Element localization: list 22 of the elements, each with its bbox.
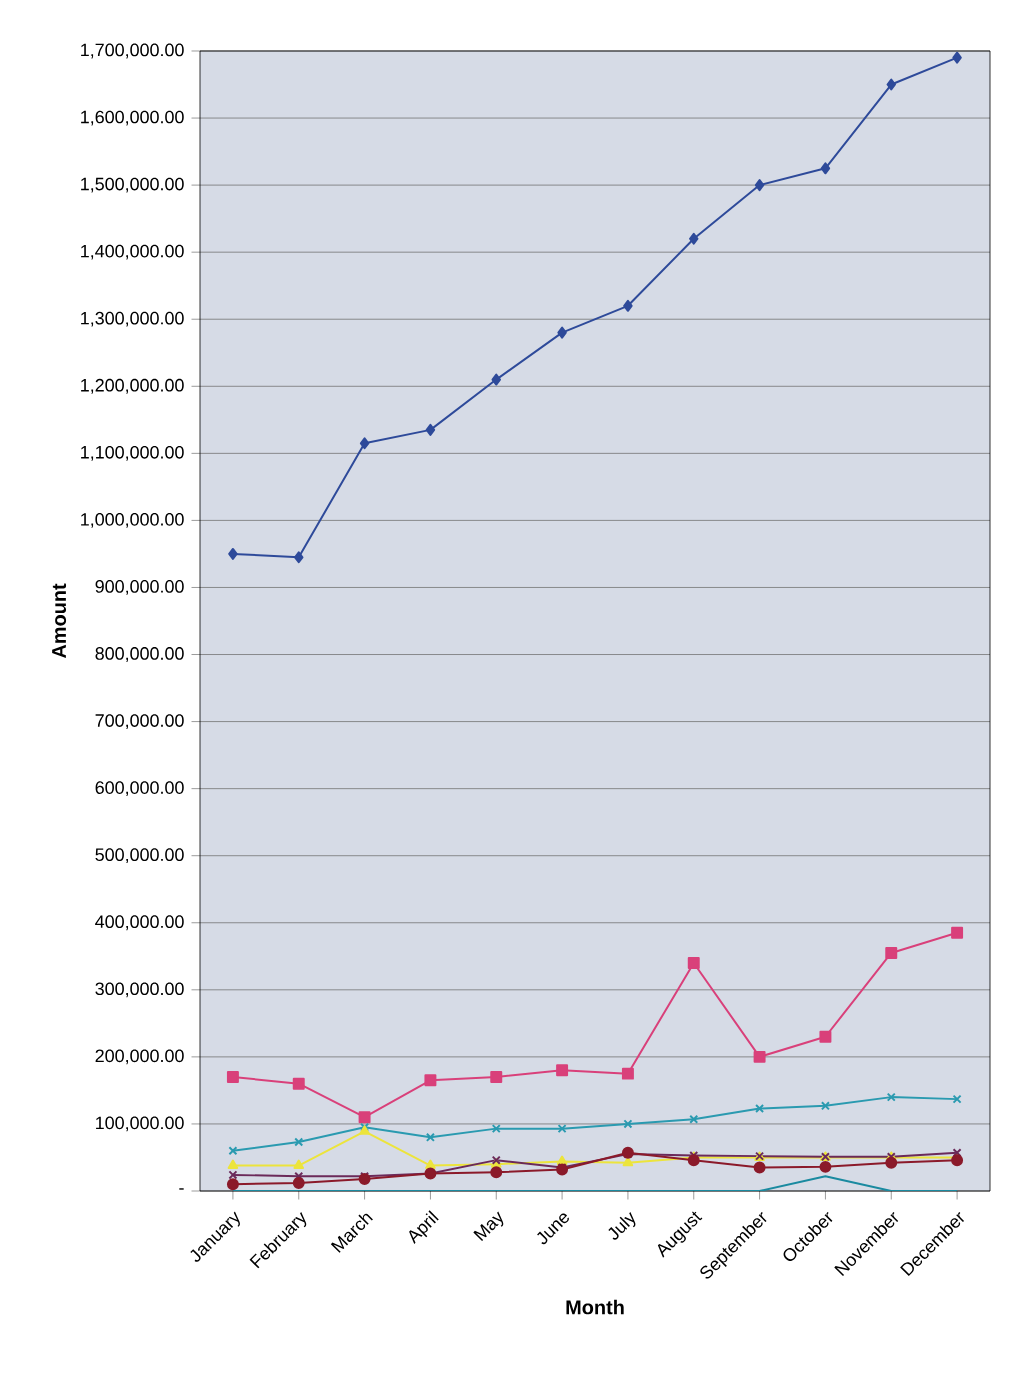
y-tick-label: 300,000.00	[95, 982, 184, 998]
x-axis-title: Month	[566, 1299, 624, 1315]
y-tick-label: 1,600,000.00	[81, 110, 184, 126]
x-tick-label: July	[608, 1211, 636, 1240]
y-tick-label: 600,000.00	[95, 781, 184, 797]
y-axis-title: Amount	[52, 583, 67, 659]
x-tick-label: May	[473, 1211, 504, 1242]
y-tick-label: 1,400,000.00	[81, 244, 184, 260]
y-tick-label: 1,200,000.00	[81, 378, 184, 394]
y-tick-label: 500,000.00	[95, 848, 184, 864]
y-tick-label: 1,700,000.00	[81, 43, 184, 59]
y-tick-label: 400,000.00	[95, 915, 184, 931]
y-tick-label: 1,300,000.00	[81, 311, 184, 327]
y-tick-label: 100,000.00	[96, 1116, 184, 1132]
y-tick-label: 1,000,000.00	[81, 512, 184, 528]
y-tick-label: 800,000.00	[95, 647, 184, 662]
y-tick-label: 700,000.00	[95, 714, 184, 729]
y-tick-label: 1,100,000.00	[81, 445, 184, 461]
y-tick-label: 900,000.00	[95, 580, 184, 595]
y-tick-label: 1,500,000.00	[81, 177, 184, 193]
y-tick-label: -	[179, 1188, 184, 1190]
y-tick-label: 200,000.00	[95, 1049, 184, 1065]
